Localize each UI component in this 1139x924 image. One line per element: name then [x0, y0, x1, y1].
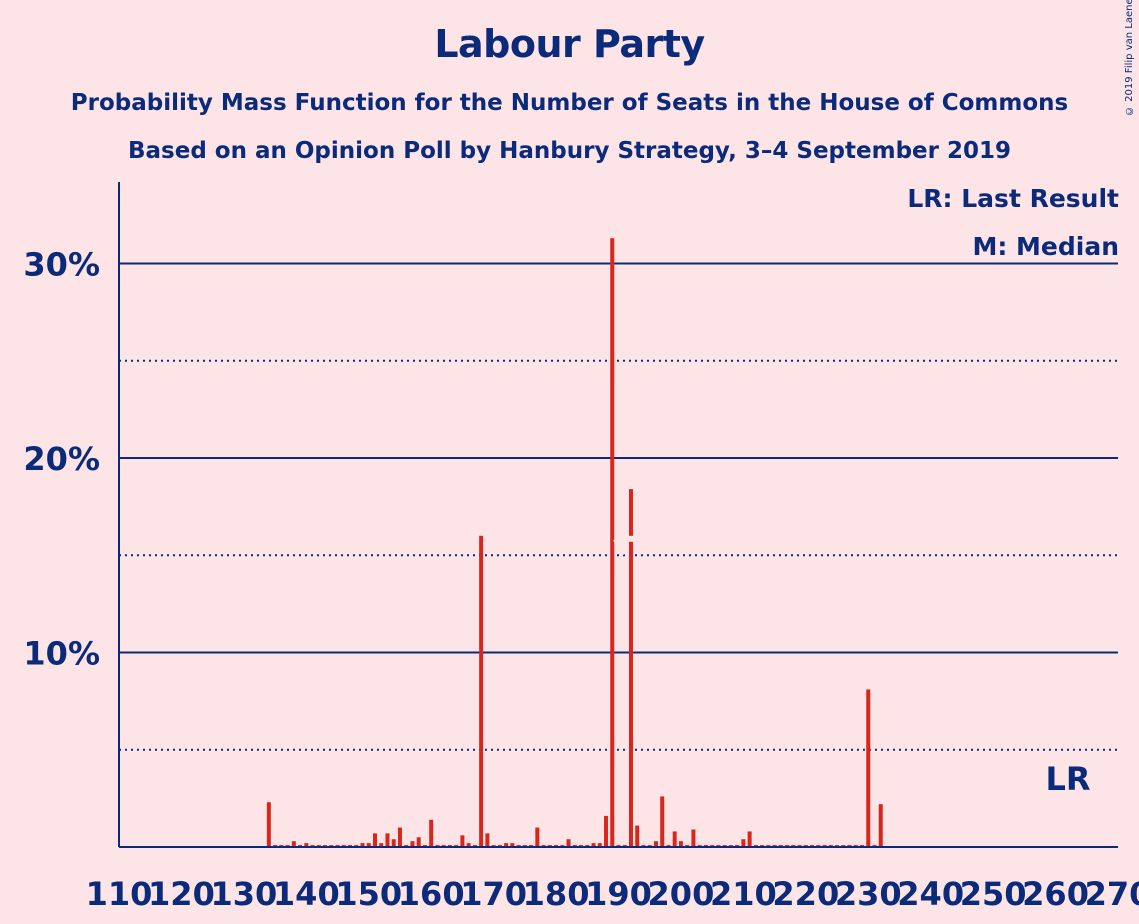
x-tick-label-190: 190	[585, 875, 652, 913]
median-gap	[627, 535, 634, 542]
bar-168	[479, 535, 484, 847]
bar-140	[304, 843, 309, 847]
x-tick-label-200: 200	[648, 875, 715, 913]
bar-151	[372, 833, 377, 847]
bar-211	[747, 831, 752, 847]
x-tick-label-160: 160	[398, 875, 465, 913]
y-tick-label-2: 30%	[23, 246, 100, 284]
bar-152	[379, 843, 384, 847]
legend-last-result: LR: Last Result	[907, 184, 1119, 213]
bar-210	[741, 839, 746, 847]
bar-173	[510, 843, 515, 847]
bar-193	[635, 825, 640, 847]
bar-172	[504, 843, 509, 847]
bar-165	[460, 835, 465, 847]
bar-166	[466, 843, 471, 847]
bar-169	[485, 833, 490, 847]
chart-subtitle-1: Probability Mass Function for the Number…	[70, 90, 1069, 116]
x-tick-label-240: 240	[897, 875, 964, 913]
x-tick-label-230: 230	[835, 875, 902, 913]
chart-subtitle-2: Based on an Opinion Poll by Hanbury Stra…	[127, 138, 1012, 164]
x-tick-label-210: 210	[710, 875, 777, 913]
bar-157	[410, 841, 415, 847]
result-markers: LR	[613, 535, 1091, 798]
bar-202	[691, 829, 696, 847]
bar-189	[610, 238, 615, 848]
bar-153	[385, 833, 390, 847]
y-tick-label-0: 10%	[23, 635, 100, 673]
x-tick-label-130: 130	[210, 875, 277, 913]
x-tick-label-120: 120	[148, 875, 215, 913]
x-tick-label-150: 150	[335, 875, 402, 913]
bar-188	[604, 815, 609, 847]
chart-title: Labour Party	[434, 22, 705, 66]
axes	[118, 182, 1118, 848]
x-tick-label-110: 110	[86, 875, 153, 913]
bar-177	[535, 827, 540, 847]
bar-192	[628, 489, 633, 847]
bar-158	[416, 837, 421, 847]
bar-196	[653, 841, 658, 847]
bar-134	[266, 802, 271, 847]
x-tick-label-250: 250	[960, 875, 1027, 913]
bar-150	[366, 843, 371, 847]
bar-155	[397, 827, 402, 847]
bar-182	[566, 839, 571, 847]
grid-lines	[119, 262, 1118, 751]
bar-230	[866, 689, 871, 847]
bar-138	[291, 841, 296, 847]
x-tick-label-260: 260	[1022, 875, 1089, 913]
x-tick-label-270: 270	[1085, 875, 1139, 913]
bars-group	[266, 238, 883, 848]
bar-187	[597, 843, 602, 847]
median-marker	[613, 539, 624, 556]
bar-149	[360, 843, 365, 847]
bar-232	[878, 804, 883, 847]
last-result-label: LR	[1046, 760, 1091, 798]
x-tick-label-140: 140	[273, 875, 340, 913]
bar-199	[672, 831, 677, 847]
x-tick-label-180: 180	[523, 875, 590, 913]
y-tick-label-1: 20%	[23, 440, 100, 478]
y-tick-labels: 10% 20% 30%	[23, 246, 100, 673]
bar-160	[429, 819, 434, 847]
x-tick-label-170: 170	[460, 875, 527, 913]
bar-186	[591, 843, 596, 847]
legend-median: M: Median	[972, 232, 1119, 261]
bar-154	[391, 839, 396, 847]
x-tick-label-220: 220	[772, 875, 839, 913]
bar-200	[678, 841, 683, 847]
bar-197	[660, 796, 665, 847]
x-tick-labels: 1101201301401501601701801902002102202302…	[86, 875, 1139, 913]
